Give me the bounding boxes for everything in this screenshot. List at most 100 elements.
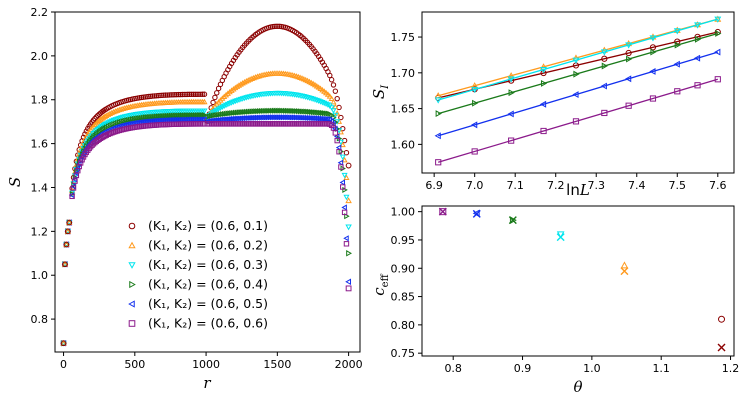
y-tick-label: 0.80 [391,319,416,332]
data-point [674,41,681,49]
data-point [214,90,220,96]
data-point [343,174,350,180]
data-point [341,204,347,211]
data-point [324,91,331,97]
y-tick-label: 2.2 [31,6,49,19]
data-point [471,148,478,155]
data-point [91,121,98,128]
data-point [155,92,161,99]
data-point-shared [65,228,71,235]
data-point [230,85,237,92]
panel-entropy-frame [54,11,361,353]
data-point [226,88,233,95]
data-point [108,109,115,116]
data-point-end [345,224,352,231]
data-point [673,28,681,35]
data-point [149,93,156,99]
data-point-end [345,162,352,169]
data-point [344,213,350,220]
data-point-end [345,285,352,292]
data-point [649,95,657,102]
data-point [601,62,608,70]
data-point [87,144,94,150]
x-tick-label: 7.0 [466,179,484,192]
data-point-shared [60,340,67,347]
x-tick-label: 0 [60,358,67,371]
data-point [202,112,208,119]
data-point [118,106,125,112]
cross-marker [620,267,629,276]
data-point [509,216,517,225]
x-tick-label: 7.3 [587,179,605,192]
data-point [341,156,348,163]
data-point [177,91,184,98]
data-point [341,172,348,179]
data-point [93,114,100,120]
data-point [212,94,218,101]
data-point [625,42,633,49]
data-point [507,76,515,83]
data-point [275,23,281,29]
data-point [600,82,607,90]
y-axis-label-ceff: ceff [370,273,391,295]
data-point [319,99,326,106]
data-point [341,209,348,216]
x-axis-label-theta: θ [573,378,582,396]
x-tick-label: 0.8 [444,362,462,375]
data-point [79,157,85,163]
data-point [339,179,346,186]
data-point-end [345,278,352,286]
data-point [324,102,331,108]
data-point [674,88,681,95]
y-tick-label: 1.8 [31,94,49,107]
data-point [540,69,547,77]
data-point [620,261,629,269]
x-tick-label: 7.4 [628,179,646,192]
x-tick-label: 2000 [335,358,363,371]
data-point [273,23,279,29]
ceff-series-1 [717,315,726,352]
fit-series-4 [435,30,722,118]
legend-label: (K₁, K₂) = (0.6, 0.3) [148,257,268,272]
data-point [77,160,84,166]
data-point [694,22,701,29]
data-point [315,98,322,105]
data-point [694,35,702,43]
data-point [343,241,350,247]
ceff-series-5 [472,209,481,218]
y-tick-label: 1.75 [391,31,416,44]
data-point [86,145,92,152]
data-point [601,55,608,62]
data-point [119,105,127,112]
data-point [714,16,722,23]
data-point [228,87,235,93]
y-axis-label-s: S [6,177,24,187]
y-tick-label: 1.6 [31,138,49,151]
data-point [159,92,165,99]
data-point [471,86,479,94]
data-point [343,235,349,242]
data-point [250,74,257,81]
data-point [540,79,548,87]
data-point [330,82,337,88]
data-point [271,23,277,30]
data-point [343,194,350,201]
data-point [540,127,547,135]
data-point [162,92,169,98]
data-point [649,33,657,40]
legend-marker [128,320,136,327]
data-point [110,108,117,115]
panel-entropy-vs-r: 0 500 1000 1500 2000 0.8 1.0 1.2 1.4 1.6 1.8 2.0 2.2… [6,6,363,392]
y-tick-label: 0.8 [31,313,49,326]
data-point [471,121,478,129]
data-point [181,91,187,98]
y-tick-label: 1.70 [391,67,416,80]
legend-label: (K₁, K₂) = (0.6, 0.4) [148,277,268,292]
data-point-shared [66,219,73,226]
legend-marker [129,280,136,289]
data-point [694,82,701,89]
data-point [626,55,633,63]
data-point [123,121,129,128]
data-point-end [346,250,353,257]
data-point [199,91,206,97]
